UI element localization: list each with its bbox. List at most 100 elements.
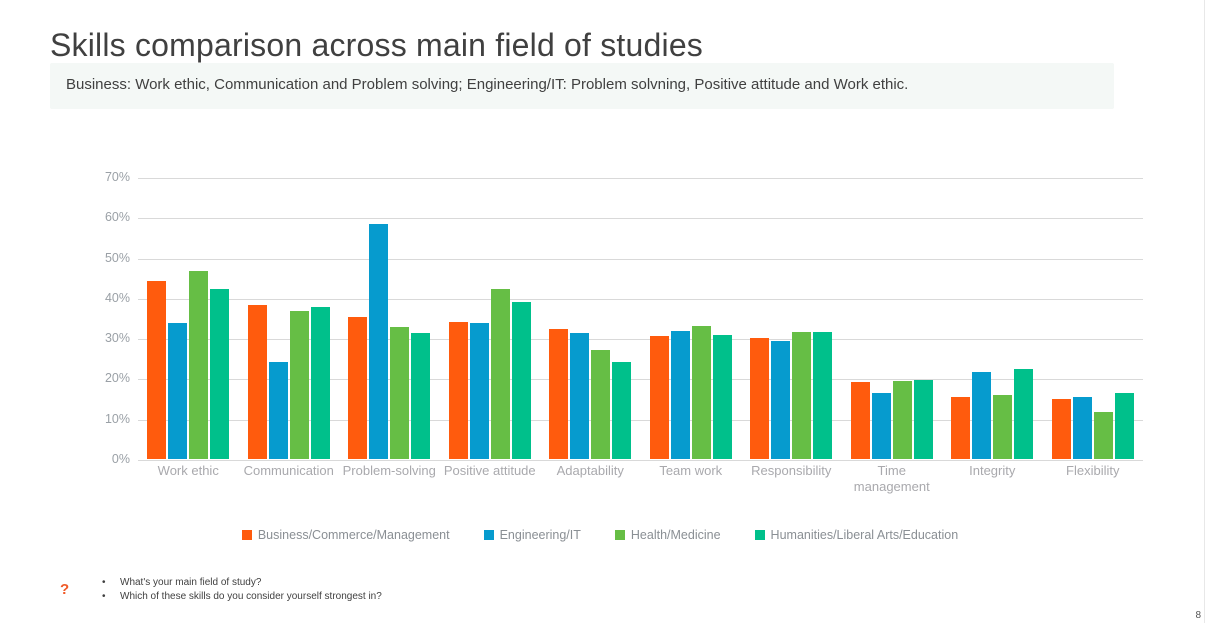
page-title: Skills comparison across main field of s…: [50, 27, 704, 64]
chart-bar-group: [741, 178, 842, 459]
note-text: Which of these skills do you consider yo…: [120, 591, 382, 602]
chart-bar[interactable]: [168, 323, 188, 459]
chart-bar[interactable]: [310, 306, 330, 459]
chart-x-label: Integrity: [969, 463, 1016, 478]
chart-bar[interactable]: [369, 224, 389, 459]
chart-bar[interactable]: [247, 304, 267, 459]
chart-bar[interactable]: [1051, 398, 1071, 459]
skills-bar-chart: 70% 60% 50% 40% 30% 20% 10% 0% Work ethic Commun…: [60, 160, 1143, 560]
chart-x-label: Adaptability: [556, 463, 624, 478]
legend-swatch-icon: [614, 530, 625, 540]
chart-bar[interactable]: [691, 325, 711, 459]
chart-bar-group: [641, 178, 742, 459]
chart-x-label: Flexibility: [1066, 463, 1120, 478]
chart-bar-group: [440, 178, 541, 459]
chart-bar-group: [942, 178, 1043, 459]
chart-gridline: [138, 178, 1143, 179]
speaker-notes: ? • What's your main field of study? • Whic…: [55, 576, 655, 604]
chart-gridline: [138, 419, 1143, 421]
chart-x-label: Team work: [659, 463, 723, 478]
chart-gridline: [138, 339, 1143, 341]
chart-x-label: Positive attitude: [443, 463, 536, 478]
chart-bar[interactable]: [1093, 412, 1113, 459]
chart-bar[interactable]: [511, 302, 531, 459]
subtitle-text: Business: Work ethic, Communication and …: [66, 76, 909, 93]
chart-bar[interactable]: [1114, 393, 1134, 459]
chart-legend-item[interactable]: Health/Medicine: [614, 528, 721, 542]
chart-legend-item[interactable]: Business/Commerce/Management: [241, 528, 450, 542]
chart-y-tick-label: 60%: [104, 210, 130, 225]
chart-bar[interactable]: [189, 270, 209, 459]
notes-list: • What's your main field of study? • Which …: [55, 576, 655, 604]
question-mark-icon: ?: [60, 581, 70, 598]
chart-bar[interactable]: [792, 332, 812, 459]
chart-bar[interactable]: [1014, 369, 1034, 459]
chart-x-label: Communication: [243, 463, 334, 478]
chart-bar[interactable]: [210, 289, 230, 459]
note-bullet-icon: •: [102, 577, 106, 588]
chart-y-tick-label: 40%: [104, 290, 130, 305]
chart-y-tick-label: 50%: [104, 250, 130, 265]
chart-legend-item[interactable]: Humanities/Liberal Arts/Education: [754, 528, 959, 542]
chart-x-axis-labels: Work ethic Communication Problem-solving Po…: [138, 463, 1143, 495]
chart-x-label: Work ethic: [157, 463, 219, 478]
chart-gridline: [138, 460, 1143, 461]
chart-bar-group: [339, 178, 440, 459]
legend-swatch-icon: [241, 530, 252, 540]
legend-label: Health/Medicine: [630, 528, 721, 542]
chart-bar[interactable]: [850, 382, 870, 459]
chart-bar[interactable]: [712, 334, 732, 459]
chart-bar[interactable]: [549, 329, 569, 459]
chart-y-tick-label: 20%: [104, 371, 130, 386]
chart-bar[interactable]: [771, 341, 791, 459]
chart-x-label: Problem-solving: [342, 463, 436, 478]
legend-swatch-icon: [483, 530, 494, 540]
chart-bar[interactable]: [649, 336, 669, 459]
chart-bar-group: [138, 178, 239, 459]
chart-bar[interactable]: [892, 380, 912, 459]
chart-gridline: [138, 218, 1143, 220]
chart-bar[interactable]: [813, 332, 833, 459]
chart-legend-item[interactable]: Engineering/IT: [483, 528, 581, 542]
chart-bar-group: [239, 178, 340, 459]
chart-bar[interactable]: [570, 333, 590, 459]
note-item: • Which of these skills do you consider y…: [102, 590, 655, 604]
chart-bar-group: [540, 178, 641, 459]
chart-bar[interactable]: [147, 280, 167, 459]
legend-label: Humanities/Liberal Arts/Education: [770, 528, 959, 542]
chart-bar[interactable]: [490, 288, 510, 459]
chart-bar-groups: [138, 178, 1143, 459]
chart-bar[interactable]: [871, 392, 891, 459]
chart-bar[interactable]: [612, 361, 632, 459]
chart-bar[interactable]: [913, 379, 933, 459]
chart-y-tick-label: 30%: [104, 331, 130, 346]
chart-y-tick-label: 70%: [104, 170, 130, 184]
chart-y-tick-label: 10%: [104, 411, 130, 426]
chart-bar[interactable]: [448, 321, 468, 459]
chart-gridline: [138, 258, 1143, 260]
chart-bar[interactable]: [972, 372, 992, 459]
chart-gridline: [138, 298, 1143, 300]
chart-bar[interactable]: [289, 311, 309, 459]
chart-legend: Business/Commerce/Management Engineering/…: [60, 528, 1140, 542]
chart-bar[interactable]: [750, 337, 770, 459]
chart-bar[interactable]: [1072, 396, 1092, 459]
chart-bar[interactable]: [951, 396, 971, 459]
note-text: What's your main field of study?: [120, 577, 262, 588]
chart-bar[interactable]: [411, 332, 431, 459]
legend-label: Engineering/IT: [499, 528, 581, 542]
legend-swatch-icon: [754, 530, 765, 540]
chart-x-label: Time management: [853, 463, 930, 494]
chart-bar[interactable]: [268, 361, 288, 459]
page-number: 8: [1195, 610, 1201, 621]
chart-bar[interactable]: [993, 394, 1013, 459]
chart-bar[interactable]: [390, 327, 410, 459]
chart-bar[interactable]: [469, 322, 489, 459]
chart-bar[interactable]: [348, 317, 368, 459]
note-item: • What's your main field of study?: [102, 576, 655, 590]
chart-bar[interactable]: [591, 350, 611, 459]
chart-bar[interactable]: [670, 330, 690, 459]
chart-y-tick-label: 0%: [111, 452, 130, 466]
chart-bar-group: [842, 178, 943, 459]
subtitle-banner: Business: Work ethic, Communication and …: [50, 63, 1114, 109]
